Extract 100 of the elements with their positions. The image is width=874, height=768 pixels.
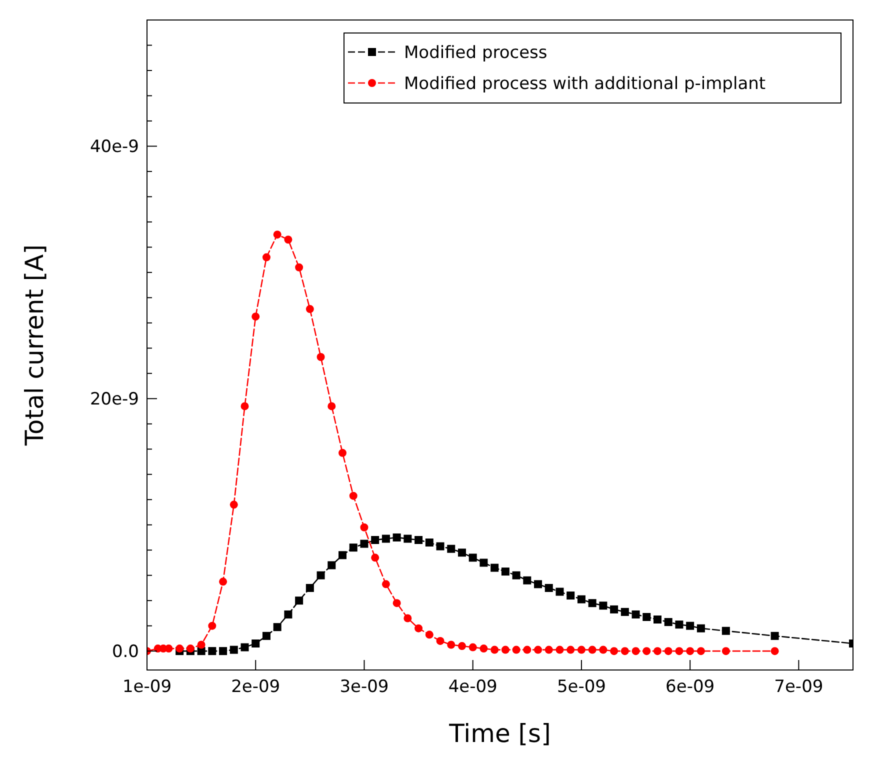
point (642, 647, 651, 656)
point (632, 610, 640, 618)
point (696, 624, 705, 632)
point (447, 640, 456, 649)
point (610, 605, 618, 614)
point (512, 646, 520, 654)
point (360, 540, 368, 548)
point (328, 402, 336, 410)
x-axis-title: Time [s] (448, 719, 551, 748)
point (208, 647, 216, 656)
point (501, 568, 510, 576)
point (686, 647, 694, 656)
point (382, 534, 390, 543)
x-tick-label: 7e-09 (774, 677, 824, 697)
y-tick-label: 40e-9 (90, 137, 139, 158)
point (295, 596, 304, 605)
point (490, 646, 499, 654)
point (642, 612, 651, 621)
point (523, 576, 532, 584)
point (360, 523, 368, 532)
point (512, 571, 520, 580)
point (480, 558, 488, 567)
point (371, 554, 380, 562)
point (722, 647, 730, 656)
point (490, 564, 499, 572)
point (414, 624, 423, 632)
point (468, 643, 477, 652)
point (284, 236, 292, 244)
point (252, 312, 260, 321)
point (295, 263, 304, 272)
point (404, 534, 412, 543)
point (534, 580, 542, 588)
point (588, 646, 596, 654)
point (458, 548, 466, 557)
point (392, 533, 401, 542)
point (219, 578, 228, 586)
point (686, 622, 694, 630)
point (349, 544, 358, 552)
point (675, 620, 684, 629)
point (632, 647, 640, 656)
point (273, 623, 282, 632)
point (566, 646, 575, 654)
point (404, 614, 412, 622)
point (588, 599, 596, 608)
point (770, 632, 779, 640)
y-tick-label: 20e-9 (90, 390, 139, 410)
point (262, 253, 270, 262)
x-tick-label: 2e-09 (231, 677, 280, 697)
point (544, 646, 553, 654)
x-tick-label: 1e-09 (122, 677, 172, 697)
point (176, 644, 184, 653)
point (523, 646, 532, 654)
point (770, 647, 779, 656)
point (273, 230, 282, 239)
point (620, 647, 629, 656)
point (599, 602, 608, 610)
point (349, 492, 358, 500)
x-tick-label: 5e-09 (556, 677, 606, 697)
point (252, 639, 260, 648)
point (696, 647, 705, 656)
point (382, 580, 390, 588)
point (653, 616, 662, 624)
point (556, 588, 564, 596)
point (425, 538, 434, 547)
point (208, 622, 216, 630)
point (240, 643, 249, 652)
point (306, 305, 314, 314)
point (653, 647, 662, 656)
x-tick-label: 4e-09 (448, 677, 498, 697)
legend-label: Modified process (404, 42, 548, 63)
point (544, 584, 553, 592)
point (436, 636, 444, 645)
point (338, 448, 347, 457)
point (610, 647, 618, 656)
point (262, 632, 270, 640)
legend-label: Modified process with additional p-implant (404, 74, 766, 94)
point (306, 584, 314, 592)
point (164, 644, 173, 653)
point (414, 536, 423, 544)
x-tick-label: 3e-09 (340, 677, 389, 697)
point (501, 646, 510, 654)
point (316, 571, 325, 580)
point (599, 646, 608, 654)
point (219, 647, 228, 656)
x-tick-label: 6e-09 (666, 677, 715, 697)
point (675, 647, 684, 656)
point (338, 551, 347, 560)
point (534, 646, 542, 654)
point (230, 646, 238, 654)
point (425, 630, 434, 639)
point (620, 608, 629, 616)
point (328, 561, 336, 570)
point (240, 402, 249, 410)
point (230, 500, 238, 509)
y-tick-label: 0.0 (112, 642, 139, 662)
point (468, 554, 477, 562)
point (447, 544, 456, 553)
point (664, 618, 672, 626)
point (371, 536, 380, 544)
point (556, 646, 564, 654)
